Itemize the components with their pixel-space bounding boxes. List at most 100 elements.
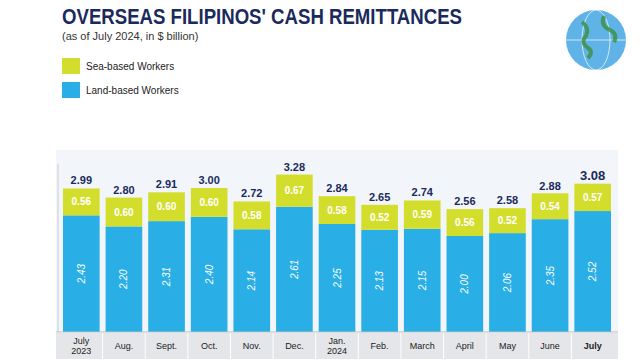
bar-segment xyxy=(404,200,441,228)
category-divider xyxy=(102,333,103,359)
category-label: Aug. xyxy=(115,341,134,351)
category-label: Sept. xyxy=(156,341,177,351)
data-label: 2.13 xyxy=(374,271,385,292)
data-label: 0.57 xyxy=(583,192,603,203)
category-label: April xyxy=(456,341,474,351)
category-label: Feb. xyxy=(371,341,389,351)
bar-segment xyxy=(276,207,313,332)
bar-segment xyxy=(532,219,569,332)
data-label: 0.56 xyxy=(455,217,475,228)
category-divider xyxy=(145,333,146,359)
globe-decoration xyxy=(566,10,626,70)
category-label: Jan.2024 xyxy=(327,336,347,356)
bar-segment xyxy=(106,226,143,332)
data-label: 2.31 xyxy=(161,267,172,287)
data-label: 2.00 xyxy=(459,274,470,295)
legend: Sea-based Workers Land-based Workers xyxy=(62,58,179,98)
data-label: 0.52 xyxy=(370,212,390,223)
data-label: 2.43 xyxy=(76,264,87,285)
data-label: 2.20 xyxy=(118,269,129,290)
bar-segment xyxy=(404,229,441,332)
bar-segment xyxy=(63,188,100,215)
bar-segment xyxy=(63,215,100,332)
total-label: 3.00 xyxy=(198,174,219,186)
bar-segment xyxy=(447,236,484,332)
bar-segment xyxy=(319,224,356,332)
title: OVERSEAS FILIPINOS' CASH REMITTANCES xyxy=(62,4,462,29)
category-label: Oct. xyxy=(201,341,218,351)
data-label: 2.06 xyxy=(502,272,513,293)
bar-segment xyxy=(532,193,569,219)
category-divider xyxy=(315,333,316,359)
category-divider xyxy=(443,333,444,359)
data-label: 0.67 xyxy=(285,185,305,196)
category-strip xyxy=(56,333,618,359)
total-label: 2.88 xyxy=(539,180,560,192)
bar-segment xyxy=(361,230,398,332)
bar-segment xyxy=(191,217,228,332)
legend-swatch xyxy=(62,58,80,74)
baseline xyxy=(56,332,618,333)
bars xyxy=(63,175,611,332)
data-label: 2.40 xyxy=(204,264,215,285)
total-label: 2.65 xyxy=(369,191,390,203)
globe-decoration xyxy=(582,16,615,58)
category-label: Nov. xyxy=(243,341,261,351)
data-label: 2.25 xyxy=(332,268,343,289)
total-label: 2.80 xyxy=(113,184,134,196)
bar-segment xyxy=(106,198,143,227)
legend-label: Land-based Workers xyxy=(86,85,179,96)
data-label: 0.54 xyxy=(540,201,560,212)
category-label: July xyxy=(584,341,602,351)
data-label: 0.58 xyxy=(242,210,262,221)
legend-label: Sea-based Workers xyxy=(86,61,174,72)
plot-background xyxy=(56,150,618,332)
total-label: 2.56 xyxy=(454,195,475,207)
data-label: 0.60 xyxy=(199,197,219,208)
data-label: 0.52 xyxy=(498,215,518,226)
category-divider xyxy=(187,333,188,359)
category-divider xyxy=(528,333,529,359)
category-label: March xyxy=(410,341,435,351)
category-label: Dec. xyxy=(285,341,304,351)
total-label: 2.84 xyxy=(326,182,348,194)
legend-swatch xyxy=(62,82,80,98)
data-label: 2.14 xyxy=(246,270,257,291)
bar-segment xyxy=(319,196,356,224)
y-axis-line xyxy=(58,164,59,332)
bar-segment xyxy=(233,229,270,332)
data-label: 0.59 xyxy=(412,209,432,220)
chart: OVERSEAS FILIPINOS' CASH REMITTANCES(as … xyxy=(0,0,640,360)
total-label: 2.74 xyxy=(412,186,434,198)
data-label: 2.35 xyxy=(545,265,556,286)
category-divider xyxy=(358,333,359,359)
category-divider xyxy=(230,333,231,359)
labels: 2.43 0.56 2.99 2.20 0.60 2.80 2.31 0.60 2.91 2.40… xyxy=(71,161,606,295)
total-label: 2.72 xyxy=(241,187,262,199)
bar-segment xyxy=(191,188,228,217)
bar-segment xyxy=(148,221,185,332)
total-label: 2.91 xyxy=(156,178,177,190)
data-label: 0.56 xyxy=(72,196,92,207)
data-label: 0.60 xyxy=(114,207,134,218)
data-label: 2.15 xyxy=(417,270,428,291)
bar-segment xyxy=(233,201,270,229)
bar-segment xyxy=(574,211,611,332)
category-divider xyxy=(273,333,274,359)
total-label: 3.08 xyxy=(580,168,605,183)
data-label: 2.52 xyxy=(587,261,598,282)
bar-segment xyxy=(447,209,484,236)
total-label: 2.99 xyxy=(71,174,92,186)
bar-segment xyxy=(489,208,526,233)
data-label: 0.60 xyxy=(157,201,177,212)
category-label: June xyxy=(540,341,560,351)
total-label: 3.28 xyxy=(284,161,305,173)
data-label: 2.61 xyxy=(289,260,300,280)
bar-segment xyxy=(148,192,185,221)
bar-segment xyxy=(276,175,313,207)
bar-segment xyxy=(574,184,611,211)
category-divider xyxy=(571,333,572,359)
bar-segment xyxy=(361,205,398,230)
category-label: July2023 xyxy=(71,336,91,356)
category-divider xyxy=(486,333,487,359)
